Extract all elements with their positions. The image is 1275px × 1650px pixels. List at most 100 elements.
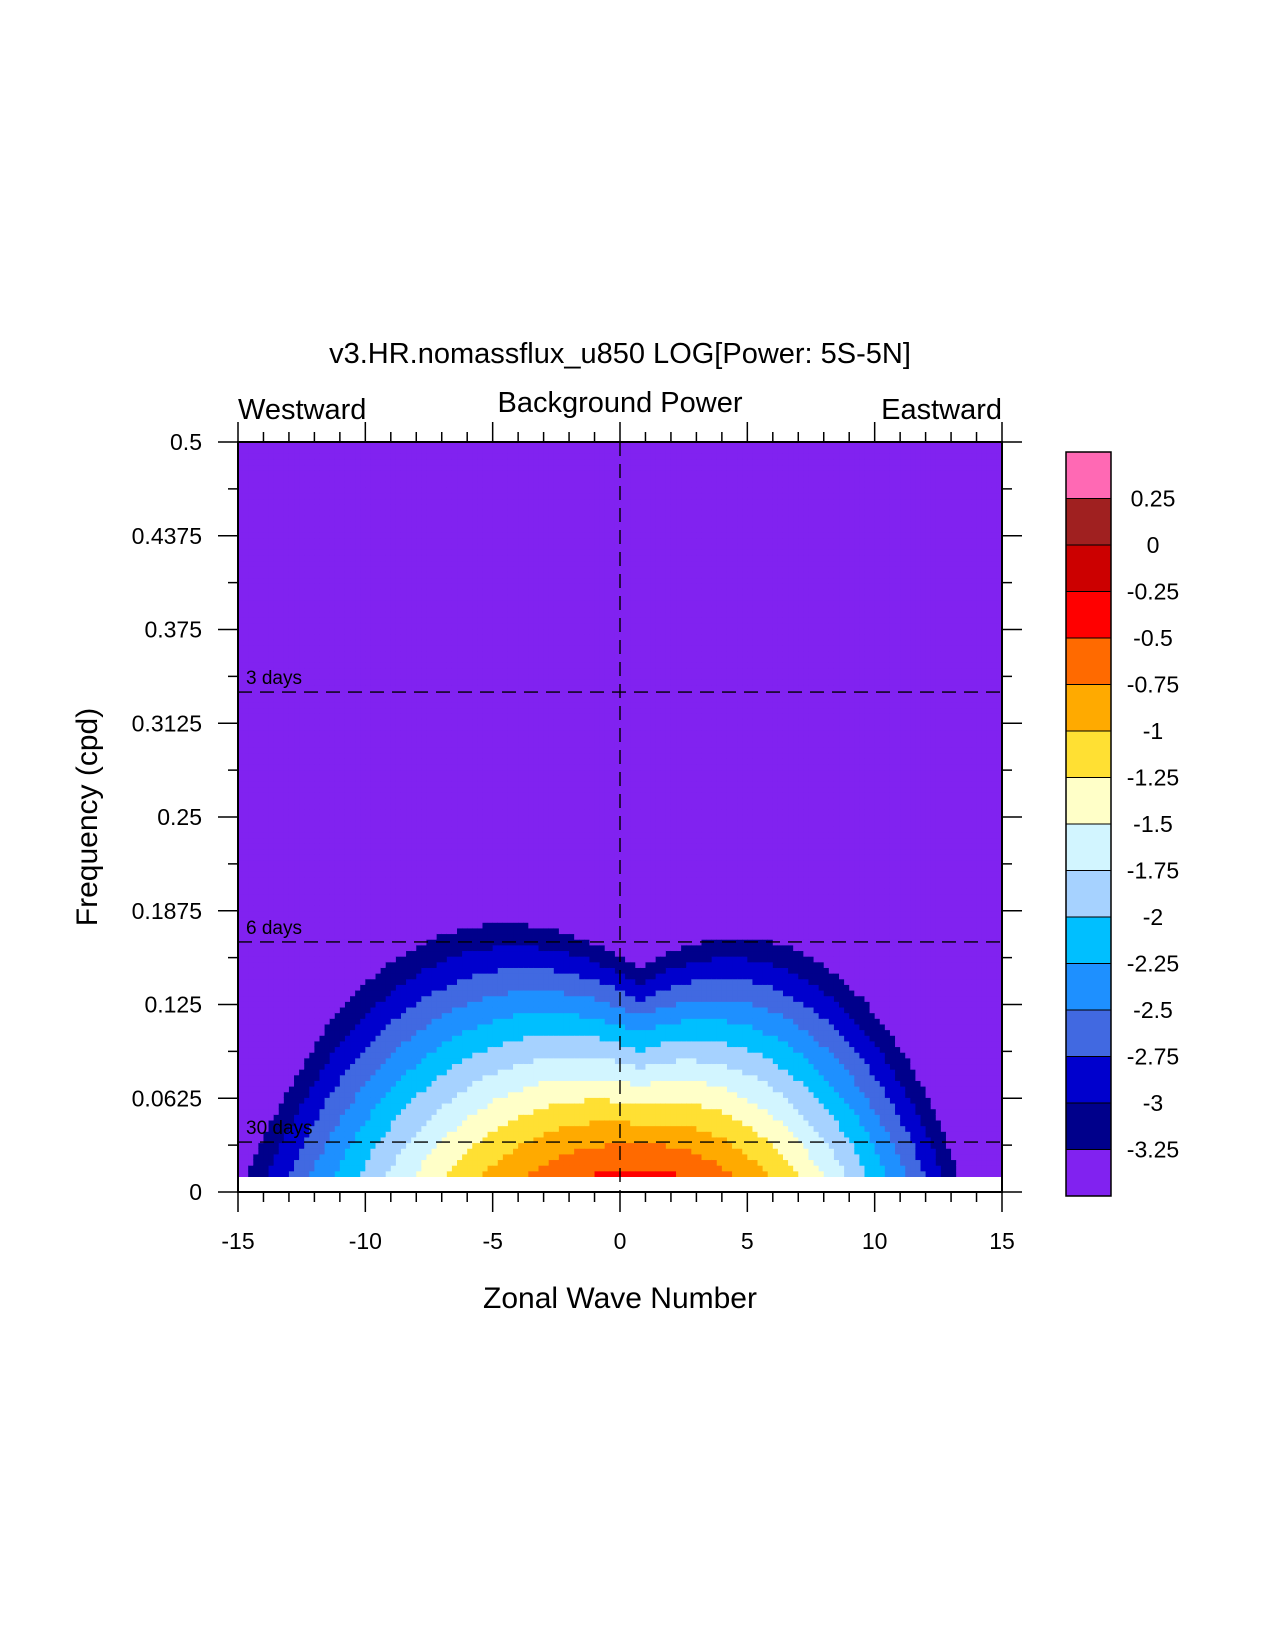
heat-cell [268, 696, 275, 703]
heat-cell [365, 786, 372, 793]
heat-cell [248, 1057, 254, 1065]
heat-cell [400, 803, 407, 810]
heat-cell [294, 984, 300, 991]
heat-cell [294, 571, 300, 579]
heat-cell [314, 1148, 321, 1155]
heat-cell [339, 927, 346, 935]
heat-cell [314, 707, 321, 714]
heat-cell [344, 696, 351, 703]
heat-cell [263, 611, 270, 618]
heat-cell [243, 1018, 249, 1025]
heat-cell [334, 1069, 341, 1076]
heat-cell [350, 1142, 356, 1149]
heat-cell [426, 922, 433, 929]
heat-cell [283, 1023, 290, 1031]
heat-cell [426, 950, 433, 957]
heat-cell [416, 583, 422, 590]
heat-cell [365, 797, 372, 805]
heat-cell [380, 662, 387, 669]
heat-cell [304, 803, 310, 810]
heat-cell [375, 899, 382, 906]
heat-cell [299, 526, 305, 533]
heat-cell [238, 769, 244, 776]
heat-cell [253, 1119, 259, 1127]
heat-cell [375, 639, 382, 646]
heat-cell [350, 876, 356, 884]
heat-cell [421, 1142, 428, 1149]
heat-cell [283, 1119, 290, 1127]
heat-cell [288, 984, 295, 991]
heat-cell [329, 905, 336, 912]
heat-cell [283, 837, 290, 844]
heat-cell [360, 628, 366, 635]
heat-cell [390, 634, 397, 641]
heat-cell [253, 899, 259, 906]
heat-cell [350, 882, 356, 889]
heat-cell [400, 639, 407, 646]
heat-cell [294, 628, 300, 635]
heat-cell [334, 1035, 341, 1042]
heat-cell [390, 470, 397, 477]
heat-cell [395, 577, 402, 584]
heat-cell [380, 944, 387, 952]
heat-cell [253, 1153, 259, 1161]
heat-cell [263, 526, 270, 533]
heat-cell [288, 916, 295, 923]
heat-cell [334, 922, 341, 929]
heat-cell [431, 1035, 438, 1042]
heat-cell [400, 775, 407, 782]
heat-cell [294, 475, 300, 483]
heat-cell [263, 973, 270, 980]
heat-cell [350, 1074, 356, 1081]
heat-cell [411, 944, 417, 952]
heat-cell [380, 1097, 387, 1104]
heat-cell [365, 600, 372, 607]
heat-cell [375, 741, 382, 748]
heat-cell [365, 831, 372, 839]
heat-cell [268, 922, 275, 929]
heat-cell [243, 600, 249, 607]
heat-cell [248, 1159, 254, 1166]
heat-cell [411, 707, 417, 714]
heat-cell [416, 1035, 422, 1042]
heat-cell [309, 995, 315, 1002]
heat-cell [268, 848, 275, 855]
heat-cell [370, 656, 377, 663]
heat-cell [370, 803, 377, 810]
heat-cell [304, 741, 310, 748]
heat-cell [268, 978, 275, 985]
heat-cell [263, 837, 270, 844]
heat-cell [304, 498, 310, 505]
heat-cell [385, 735, 392, 743]
heat-cell [258, 1091, 265, 1098]
heat-cell [370, 910, 377, 918]
heat-cell [334, 1153, 341, 1161]
heat-cell [339, 1108, 346, 1115]
heat-cell [355, 882, 361, 889]
heat-cell [248, 741, 254, 748]
heat-cell [258, 1029, 265, 1036]
heat-cell [370, 944, 377, 952]
heat-cell [385, 504, 392, 511]
heat-cell [334, 1091, 341, 1098]
heat-cell [406, 639, 412, 646]
heat-cell [263, 1069, 270, 1076]
heat-cell [268, 1080, 275, 1087]
heat-cell [273, 617, 280, 624]
heat-cell [380, 876, 387, 884]
heat-cell [248, 843, 254, 850]
heat-cell [411, 713, 417, 720]
heat-cell [288, 741, 295, 748]
heat-cell [304, 628, 310, 635]
heat-cell [253, 532, 259, 539]
heat-cell [278, 566, 285, 573]
heat-cell [416, 600, 422, 607]
heat-cell [283, 752, 290, 759]
heat-cell [380, 1069, 387, 1076]
heat-cell [268, 509, 275, 517]
heat-cell [299, 978, 305, 985]
heat-cell [319, 984, 326, 991]
heat-cell [273, 1057, 280, 1065]
heat-cell [283, 741, 290, 748]
heat-cell [350, 571, 356, 579]
